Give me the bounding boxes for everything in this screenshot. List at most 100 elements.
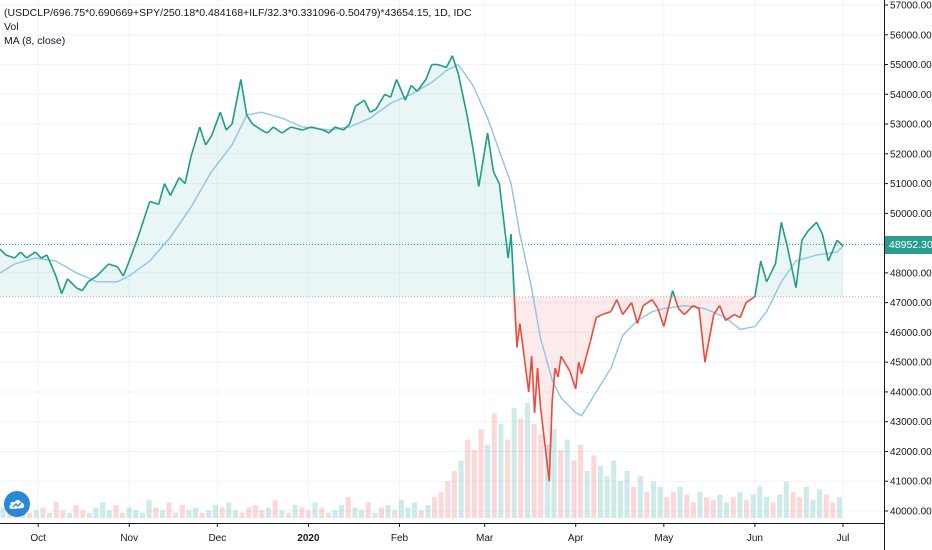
price-line-segment — [815, 221, 824, 235]
price-line-segment — [328, 126, 336, 134]
volume-bar — [704, 497, 710, 518]
price-line-segment — [733, 313, 741, 319]
price-line-segment — [210, 111, 222, 137]
volume-bar — [93, 507, 99, 518]
price-line-segment — [519, 323, 530, 393]
volume-bar — [538, 434, 544, 518]
price-line-segment — [108, 263, 118, 268]
price-line-segment — [533, 368, 539, 413]
price-line-segment — [384, 93, 392, 98]
price-line-segment — [261, 129, 268, 134]
volume-bar — [345, 497, 351, 518]
volume-bar — [339, 504, 345, 518]
price-line-segment — [610, 299, 618, 312]
price-line-segment — [266, 126, 274, 134]
volume-bar — [173, 512, 179, 518]
volume-bar — [763, 497, 769, 518]
volume-bar — [219, 507, 225, 518]
volume-bar — [797, 497, 803, 518]
legend-volume[interactable]: Vol — [4, 21, 19, 33]
price-line-segment — [513, 296, 518, 348]
price-line-segment — [616, 299, 624, 315]
price-line-segment — [827, 239, 838, 262]
price-line-segment — [66, 278, 77, 289]
volume-bar — [584, 470, 590, 518]
price-line-segment — [673, 296, 680, 309]
volume-bar — [684, 494, 690, 518]
price-line-segment — [807, 221, 818, 232]
price-line-segment — [677, 308, 685, 316]
price-line-segment — [786, 245, 797, 288]
price-line-segment — [5, 254, 15, 259]
price-line-segment — [116, 266, 125, 277]
price-line-segment — [169, 177, 180, 196]
price-line-segment — [486, 132, 495, 172]
price-line-segment — [745, 296, 756, 304]
volume-bar — [285, 512, 292, 518]
price-line-segment — [580, 341, 592, 375]
area-below-baseline — [0, 296, 843, 482]
price-line-segment — [19, 251, 28, 259]
price-line-segment — [548, 400, 554, 482]
volume-bar — [531, 423, 537, 518]
volume-bar — [139, 512, 146, 518]
volume-bar — [697, 491, 703, 518]
price-line-segment — [836, 239, 844, 247]
volume-bar — [292, 504, 298, 518]
volume-bar — [551, 429, 557, 518]
price-line-segment — [137, 219, 145, 238]
x-tick-label: Nov — [120, 533, 138, 544]
price-line-segment — [198, 126, 207, 146]
volume-bar — [651, 481, 657, 518]
y-tick-label: 42000.00 — [890, 447, 932, 458]
y-tick-label: 55000.00 — [890, 60, 932, 71]
y-tick-label: 53000.00 — [890, 120, 932, 131]
price-line-segment — [725, 313, 735, 322]
volume-bar — [332, 510, 338, 518]
x-tick-label: Apr — [568, 533, 584, 544]
volume-bar — [677, 486, 683, 518]
volume-bar — [511, 408, 517, 518]
volume-bar — [491, 413, 497, 518]
legend-moving-average[interactable]: MA (8, close) — [4, 35, 66, 47]
price-line-segment — [240, 79, 248, 116]
volume-bar — [757, 486, 763, 518]
price-line-segment — [536, 368, 542, 407]
volume-bar — [478, 429, 484, 518]
volume-bar — [66, 512, 73, 518]
price-line-segment — [425, 64, 433, 80]
volume-bar — [113, 504, 119, 518]
volume-bar — [524, 403, 531, 518]
price-line-segment — [657, 308, 665, 327]
volume-bar — [279, 510, 285, 518]
price-line-segment — [81, 281, 89, 292]
price-line-segment — [642, 299, 653, 307]
price-line-segment — [322, 129, 330, 134]
price-line-segment — [698, 308, 706, 363]
price-line-segment — [149, 200, 159, 206]
volume-bar — [385, 504, 391, 518]
tradingview-cloud-icon[interactable] — [4, 491, 30, 517]
volume-bar — [451, 470, 458, 518]
price-line-segment — [692, 304, 700, 310]
volume-bar — [737, 491, 743, 518]
chart-legend: (USDCLP/696.75*0.690669+SPY/250.18*0.484… — [4, 6, 472, 48]
volume-bar — [783, 481, 789, 518]
price-line-segment — [122, 260, 130, 277]
y-tick-label: 47000.00 — [890, 298, 932, 309]
price-line-segment — [774, 222, 783, 265]
x-tick-label: Jul — [837, 533, 850, 544]
volume-bar — [372, 512, 378, 518]
price-line-segment — [530, 356, 536, 413]
price-line-segment — [311, 126, 324, 131]
volume-bar — [631, 486, 637, 518]
volume-bar — [431, 497, 438, 518]
volume-bar — [378, 507, 384, 518]
legend-symbol[interactable]: (USDCLP/696.75*0.690669+SPY/250.18*0.484… — [4, 7, 472, 19]
volume-bar — [591, 455, 597, 518]
volume-bar — [637, 476, 643, 518]
last-price-badge: 48952.30 — [885, 235, 932, 254]
price-line-segment — [184, 156, 192, 184]
